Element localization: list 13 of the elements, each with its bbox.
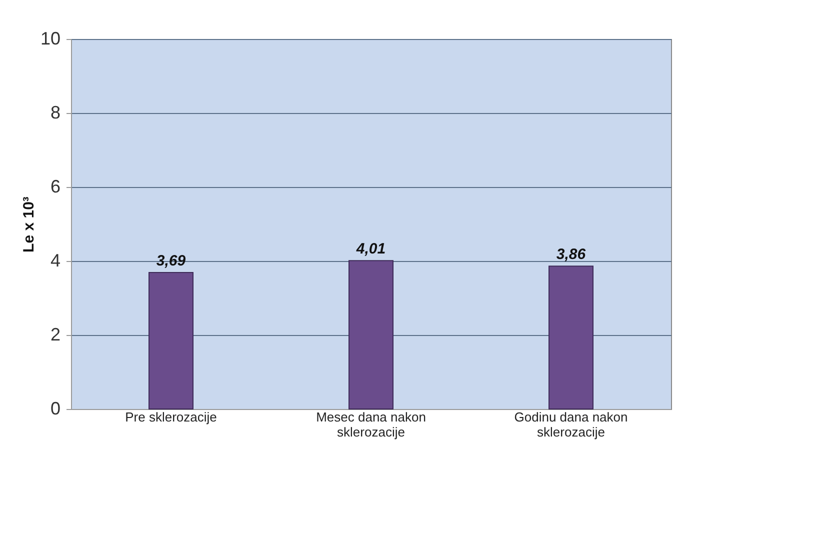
data-label: 3,86 <box>556 246 586 264</box>
data-label: 3,69 <box>156 252 186 270</box>
y-tick-label: 2 <box>50 324 60 344</box>
y-tick-label: 0 <box>50 398 60 418</box>
data-label: 4,01 <box>355 240 386 258</box>
y-tick-label: 4 <box>50 250 60 270</box>
x-tick-label: Mesec dana nakon sklerozacije <box>316 410 426 440</box>
x-tick-label: Pre sklerozacije <box>125 410 217 424</box>
y-axis-title: Le x 10³ <box>20 196 38 252</box>
x-tick-label: Godinu dana nakon sklerozacije <box>514 410 628 440</box>
y-tick-label: 10 <box>40 28 60 48</box>
y-tick-label: 6 <box>50 176 60 196</box>
y-tick-label: 8 <box>50 102 60 122</box>
